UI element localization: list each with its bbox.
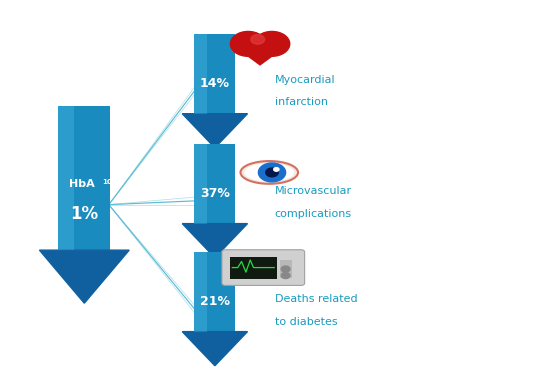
Polygon shape <box>182 332 248 366</box>
Circle shape <box>254 31 290 56</box>
Text: 1%: 1% <box>70 205 98 223</box>
Circle shape <box>265 168 279 177</box>
Text: 21%: 21% <box>200 295 230 308</box>
Text: infarction: infarction <box>275 97 327 107</box>
Text: Myocardial: Myocardial <box>275 75 335 85</box>
Polygon shape <box>182 224 248 258</box>
FancyBboxPatch shape <box>222 250 305 285</box>
Text: HbA: HbA <box>69 179 95 189</box>
Bar <box>280 260 292 278</box>
Circle shape <box>281 273 290 279</box>
Text: 37%: 37% <box>200 187 230 200</box>
Text: to diabetes: to diabetes <box>275 317 337 327</box>
Bar <box>195 252 207 332</box>
Text: Microvascular: Microvascular <box>275 186 352 196</box>
Polygon shape <box>182 114 248 148</box>
Polygon shape <box>39 250 129 303</box>
Bar <box>195 144 236 224</box>
Ellipse shape <box>244 163 294 182</box>
Bar <box>59 106 74 250</box>
Circle shape <box>258 163 286 182</box>
Text: complications: complications <box>275 209 352 219</box>
Text: Deaths related: Deaths related <box>275 294 357 304</box>
Circle shape <box>281 266 290 272</box>
Circle shape <box>230 31 266 56</box>
Text: 1C: 1C <box>102 179 112 185</box>
Bar <box>230 257 277 279</box>
Bar <box>195 34 207 114</box>
Circle shape <box>274 168 279 171</box>
Bar <box>195 34 236 114</box>
Text: 14%: 14% <box>200 77 230 90</box>
Polygon shape <box>231 44 288 65</box>
Bar <box>195 252 236 332</box>
Bar <box>59 106 110 250</box>
Bar <box>195 144 207 224</box>
Circle shape <box>251 34 264 44</box>
Ellipse shape <box>240 161 298 184</box>
